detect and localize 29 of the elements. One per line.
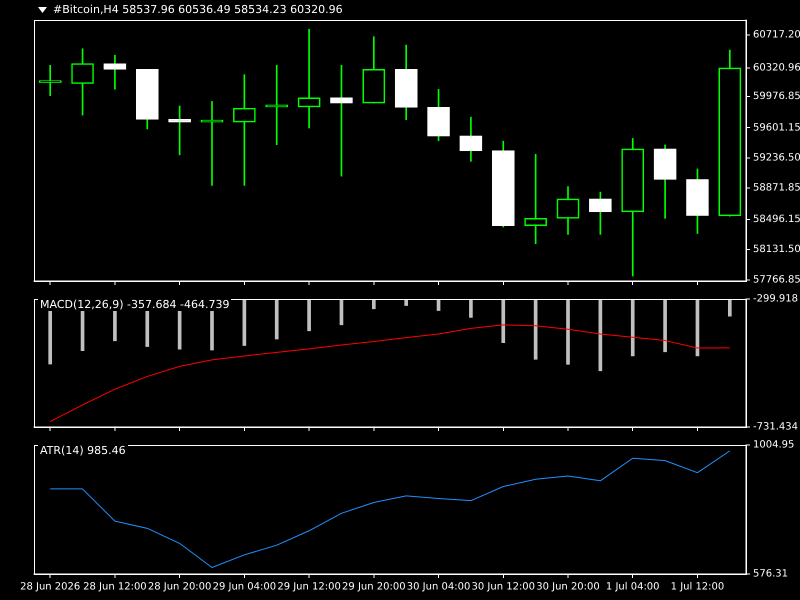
x-tick-label: 29 Jun 20:00 [342,582,406,593]
chart-title: MACD(12,26,9) -357.684 -464.739 [38,298,232,311]
x-tick-label: 28 Jun 20:00 [148,582,212,593]
x-tick-label: 1 Jul 12:00 [670,582,724,593]
x-tick-label: 28 Jun 12:00 [83,582,147,593]
y-tick-label: -299.918 [753,294,798,305]
x-tick-label: 1 Jul 04:00 [606,582,660,593]
y-tick-label: 59601.15 [753,122,800,134]
y-tick-label: 60320.96 [753,62,800,74]
y-tick-label: 576.31 [753,568,788,580]
y-tick-label: 1004.95 [753,440,794,451]
y-tick-label: 57766.85 [753,274,800,286]
x-tick-label: 29 Jun 12:00 [277,582,341,593]
y-tick-label: 58871.85 [753,182,800,194]
x-tick-label: 30 Jun 12:00 [472,582,536,593]
y-tick-label: 58496.15 [753,214,800,225]
y-tick-label: -731.434 [753,422,798,433]
x-tick-label: 29 Jun 04:00 [212,582,276,593]
x-tick-label: 30 Jun 20:00 [536,582,600,593]
chart-title: #Bitcoin,H4 58537.96 60536.49 58534.23 60320.96 [51,3,345,16]
candlestick [330,65,353,176]
y-tick-label: 58131.50 [753,244,800,256]
y-tick-label: 59236.50 [753,152,800,164]
x-tick-label: 30 Jun 04:00 [406,582,470,593]
chart-title: ATR(14) 985.46 [38,444,128,457]
y-tick-label: 59976.85 [753,91,800,102]
candlestick [200,101,224,186]
x-tick-label: 28 Jun 2026 [20,582,80,593]
y-tick-label: 60717.20 [753,30,800,41]
